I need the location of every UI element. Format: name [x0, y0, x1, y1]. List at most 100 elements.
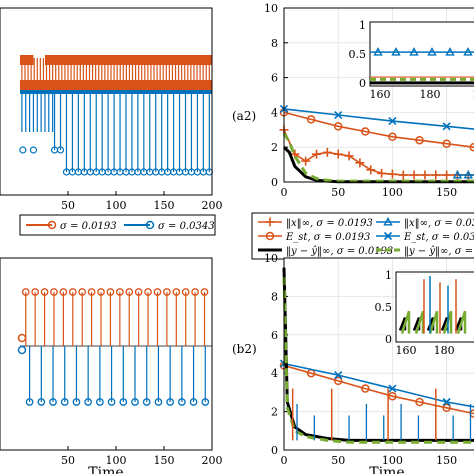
data-point: [409, 170, 419, 180]
y-tick-label: 4: [271, 106, 278, 119]
x-axis-label: Time: [88, 465, 123, 474]
y-tick-label: 6: [271, 329, 278, 342]
chart-a1: 50 100 150 200 σ = 0.0193 σ = 0.0343: [0, 7, 223, 236]
x-tick-label: 100: [106, 454, 127, 467]
stem-marker-orange: [50, 288, 58, 296]
stem-marker-blue: [201, 398, 210, 406]
data-point: [306, 115, 316, 124]
stem-marker-orange: [144, 288, 152, 296]
data-point: [361, 384, 370, 393]
stem-marker-orange: [17, 333, 27, 343]
inset-y-tick-label: 0: [359, 77, 366, 90]
x-tick-label: 50: [331, 186, 345, 199]
data-point: [442, 122, 451, 131]
series-line: [282, 132, 474, 183]
legend-marker: [383, 217, 393, 226]
x-axis-label: Time: [369, 465, 404, 474]
data-point: [415, 397, 424, 407]
data-point: [442, 397, 451, 407]
inset-data-point: [373, 47, 383, 56]
legend-label: ‖x‖∞, σ = 0.0193: [286, 218, 373, 229]
x-tick-label: 50: [61, 454, 75, 467]
y-tick-label: 10: [264, 252, 278, 265]
stem-marker-orange: [21, 288, 30, 296]
stem-marker-orange: [115, 288, 124, 296]
y-tick-label: 2: [271, 406, 278, 419]
inset-frame: [395, 271, 474, 343]
stem-marker-orange: [68, 288, 77, 296]
data-point: [334, 371, 343, 380]
data-point: [344, 151, 354, 161]
y-tick-label: 8: [271, 290, 278, 303]
x-tick-label: 150: [436, 454, 457, 467]
data-point: [333, 376, 343, 386]
data-point: [415, 135, 424, 145]
legend-box: [19, 214, 216, 236]
stem-band-blue: [20, 90, 212, 94]
legend-label: σ = 0.0193: [60, 221, 117, 232]
series-line: [283, 111, 474, 149]
chart-b1: 50 100 150 200 Time: [0, 257, 223, 474]
legend-marker: [145, 220, 155, 230]
data-point: [366, 165, 376, 175]
x-tick-label: 200: [202, 454, 223, 467]
inset-x-tick-label: 180: [434, 344, 455, 357]
data-point: [334, 110, 343, 120]
stem-marker-orange: [200, 288, 209, 296]
data-point: [361, 127, 370, 136]
data-point: [452, 170, 463, 179]
stem-marker-blue: [19, 146, 27, 154]
y-tick-label: 0: [271, 444, 278, 457]
inset-y-tick-label: 1: [359, 19, 366, 32]
stem-marker-orange: [78, 288, 87, 296]
series-line: [282, 267, 474, 442]
stem-marker-orange: [191, 288, 199, 296]
data-point: [442, 403, 451, 413]
legend-label: σ = 0.0343: [158, 221, 215, 232]
stem-marker-blue: [56, 146, 65, 154]
panel-label-a2: (a2): [232, 109, 256, 123]
inset-series-line: [400, 310, 467, 334]
legend-label: E_st, σ = 0.0193: [285, 232, 370, 243]
stem-marker-blue: [96, 398, 104, 406]
y-tick-label: 2: [271, 141, 278, 154]
legend-label: ‖y − ŷ‖∞, σ = 0.0343: [404, 246, 474, 257]
inset-data-point: [391, 47, 401, 56]
data-point: [431, 170, 441, 180]
inset-frame: [369, 21, 474, 87]
data-point: [377, 168, 387, 178]
legend-label: ‖x‖∞, σ = 0.0343: [404, 218, 474, 229]
x-tick-label: 100: [106, 199, 127, 212]
legend-label: E_st, σ = 0.0343: [403, 232, 474, 243]
stem-marker-orange: [87, 288, 96, 296]
x-tick-label: 0: [281, 186, 288, 199]
data-point: [388, 384, 397, 393]
data-point: [333, 149, 343, 159]
inset-y-tick-label: 1: [385, 269, 392, 282]
series-line: [283, 364, 474, 415]
legend-marker: [47, 220, 57, 230]
stem-marker-blue: [119, 398, 128, 406]
inset-data-point: [463, 47, 473, 56]
data-point: [301, 156, 311, 166]
x-tick-label: 100: [382, 454, 403, 467]
x-tick-label: 100: [382, 186, 403, 199]
inset-data-point: [445, 47, 455, 56]
data-point: [442, 139, 451, 148]
legend-label: ‖y − ŷ‖∞, σ = 0.0193: [286, 246, 393, 257]
x-tick-label: 50: [61, 199, 75, 212]
y-tick-label: 6: [271, 72, 278, 85]
y-tick-label: 0: [271, 176, 278, 189]
data-point: [398, 170, 408, 180]
stem-marker-blue: [142, 398, 151, 406]
legend-box: [251, 212, 474, 260]
stem-band-orange: [44, 55, 213, 65]
y-tick-label: 8: [271, 37, 278, 50]
series-line: [282, 277, 474, 444]
x-tick-label: 50: [331, 454, 345, 467]
stem-marker-orange: [172, 288, 181, 296]
inset-x-tick-label: 160: [370, 88, 391, 101]
axes-frame: [283, 7, 474, 183]
plot-area: [20, 258, 212, 450]
